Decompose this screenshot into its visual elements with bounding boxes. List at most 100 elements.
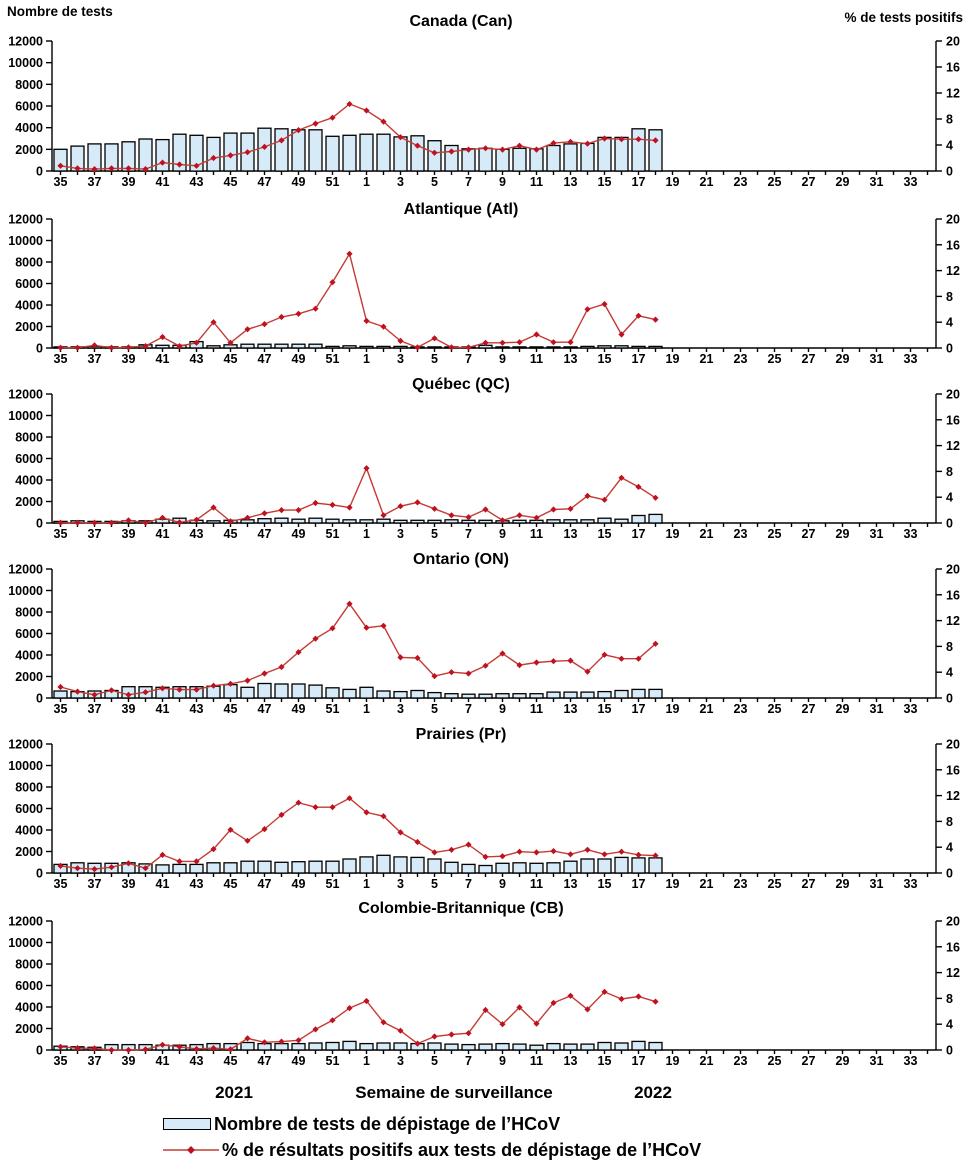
svg-text:0: 0 xyxy=(36,517,43,531)
svg-text:1: 1 xyxy=(363,352,370,366)
week-tick-labels: 35 37 39 41 43 45 47 49 51 1 3 5 7 9 11 13 15 17 19 21 23 25 2… xyxy=(54,175,918,189)
svg-text:47: 47 xyxy=(258,175,272,189)
svg-text:15: 15 xyxy=(598,877,612,891)
week-tick-labels: 35 37 39 41 43 45 47 49 51 1 3 5 7 9 11 13 15 17 19 21 23 25 2… xyxy=(54,877,918,891)
svg-text:47: 47 xyxy=(258,702,272,716)
svg-text:45: 45 xyxy=(224,1054,238,1068)
left-axis-title: Nombre de tests xyxy=(7,4,113,19)
right-axis-title: % de tests positifs xyxy=(844,10,963,25)
svg-text:13: 13 xyxy=(564,702,578,716)
svg-text:9: 9 xyxy=(499,352,506,366)
svg-text:29: 29 xyxy=(836,175,850,189)
svg-text:3: 3 xyxy=(397,175,404,189)
svg-text:8000: 8000 xyxy=(15,78,43,92)
svg-text:43: 43 xyxy=(190,175,204,189)
svg-text:45: 45 xyxy=(224,175,238,189)
svg-text:51: 51 xyxy=(326,175,340,189)
panel-canada: Nombre de tests % de tests positifs Cana… xyxy=(0,0,967,195)
week-tick-labels: 35 37 39 41 43 45 47 49 51 1 3 5 7 9 11 13 15 17 19 21 23 25 2… xyxy=(54,702,918,716)
svg-text:10000: 10000 xyxy=(8,584,43,598)
svg-text:1: 1 xyxy=(363,702,370,716)
svg-text:9: 9 xyxy=(499,527,506,541)
svg-text:29: 29 xyxy=(836,352,850,366)
svg-text:43: 43 xyxy=(190,877,204,891)
svg-text:5: 5 xyxy=(431,877,438,891)
svg-text:12: 12 xyxy=(946,439,960,453)
svg-text:49: 49 xyxy=(292,702,306,716)
line-diamond-swatch-icon xyxy=(163,1143,219,1157)
svg-text:20: 20 xyxy=(946,563,960,577)
svg-text:25: 25 xyxy=(768,877,782,891)
svg-text:41: 41 xyxy=(156,527,170,541)
svg-text:39: 39 xyxy=(122,1054,136,1068)
svg-text:39: 39 xyxy=(122,352,136,366)
svg-text:49: 49 xyxy=(292,352,306,366)
svg-text:17: 17 xyxy=(632,352,646,366)
svg-text:5: 5 xyxy=(431,352,438,366)
positivity-line xyxy=(60,466,656,524)
svg-text:6000: 6000 xyxy=(15,627,43,641)
svg-text:8: 8 xyxy=(946,113,953,127)
legend: Nombre de tests de dépistage de l’HCoV %… xyxy=(163,1111,701,1163)
svg-text:27: 27 xyxy=(802,527,816,541)
positivity-line xyxy=(60,602,656,696)
svg-text:0: 0 xyxy=(36,165,43,179)
week-tick-labels: 35 37 39 41 43 45 47 49 51 1 3 5 7 9 11 13 15 17 19 21 23 25 2… xyxy=(54,527,918,541)
svg-text:3: 3 xyxy=(397,1054,404,1068)
svg-text:16: 16 xyxy=(946,588,960,602)
svg-text:4000: 4000 xyxy=(15,121,43,135)
svg-text:3: 3 xyxy=(397,527,404,541)
panel-title-atlantique: Atlantique (Atl) xyxy=(403,201,519,218)
panel-prairies: Prairies (Pr) 0 2000 4000 6000 8000 10000 1200… xyxy=(0,720,967,895)
svg-text:27: 27 xyxy=(802,702,816,716)
svg-text:9: 9 xyxy=(499,175,506,189)
svg-text:4: 4 xyxy=(946,666,953,680)
svg-text:0: 0 xyxy=(36,1044,43,1058)
panel-title-ontario: Ontario (ON) xyxy=(413,551,509,568)
svg-text:7: 7 xyxy=(465,1054,472,1068)
svg-text:33: 33 xyxy=(904,702,918,716)
svg-text:8000: 8000 xyxy=(15,781,43,795)
svg-text:45: 45 xyxy=(224,702,238,716)
svg-text:49: 49 xyxy=(292,877,306,891)
svg-text:51: 51 xyxy=(326,877,340,891)
svg-text:12000: 12000 xyxy=(8,738,43,752)
svg-text:1: 1 xyxy=(363,1054,370,1068)
legend-label-positivity: % de résultats positifs aux tests de dép… xyxy=(222,1139,702,1160)
svg-text:23: 23 xyxy=(734,175,748,189)
right-tick-labels: 0 4 8 12 16 20 xyxy=(946,35,960,179)
legend-label-tests: Nombre de tests de dépistage de l’HCoV xyxy=(214,1113,561,1134)
svg-text:19: 19 xyxy=(666,702,680,716)
svg-text:6000: 6000 xyxy=(15,802,43,816)
svg-text:27: 27 xyxy=(802,175,816,189)
svg-text:31: 31 xyxy=(870,1054,884,1068)
svg-text:17: 17 xyxy=(632,527,646,541)
svg-text:45: 45 xyxy=(224,527,238,541)
svg-text:12: 12 xyxy=(946,264,960,278)
svg-text:12: 12 xyxy=(946,87,960,101)
svg-text:0: 0 xyxy=(36,342,43,356)
svg-text:5: 5 xyxy=(431,175,438,189)
bar-swatch-icon xyxy=(163,1118,211,1130)
svg-text:17: 17 xyxy=(632,1054,646,1068)
svg-text:51: 51 xyxy=(326,702,340,716)
svg-text:23: 23 xyxy=(734,877,748,891)
left-tick-labels: 0 2000 4000 6000 8000 10000 12000 xyxy=(8,388,43,531)
svg-text:37: 37 xyxy=(88,1054,102,1068)
svg-text:7: 7 xyxy=(465,175,472,189)
svg-text:1: 1 xyxy=(363,877,370,891)
svg-text:13: 13 xyxy=(564,877,578,891)
svg-text:31: 31 xyxy=(870,702,884,716)
svg-text:7: 7 xyxy=(465,352,472,366)
svg-text:49: 49 xyxy=(292,527,306,541)
svg-text:9: 9 xyxy=(499,702,506,716)
axes xyxy=(46,920,942,1054)
svg-text:43: 43 xyxy=(190,702,204,716)
panel-ontario: Ontario (ON) 0 2000 4000 6000 8000 10000 12000… xyxy=(0,545,967,720)
svg-text:11: 11 xyxy=(530,175,543,189)
svg-text:16: 16 xyxy=(946,61,960,75)
svg-text:37: 37 xyxy=(88,702,102,716)
svg-text:6000: 6000 xyxy=(15,979,43,993)
svg-text:41: 41 xyxy=(156,702,170,716)
